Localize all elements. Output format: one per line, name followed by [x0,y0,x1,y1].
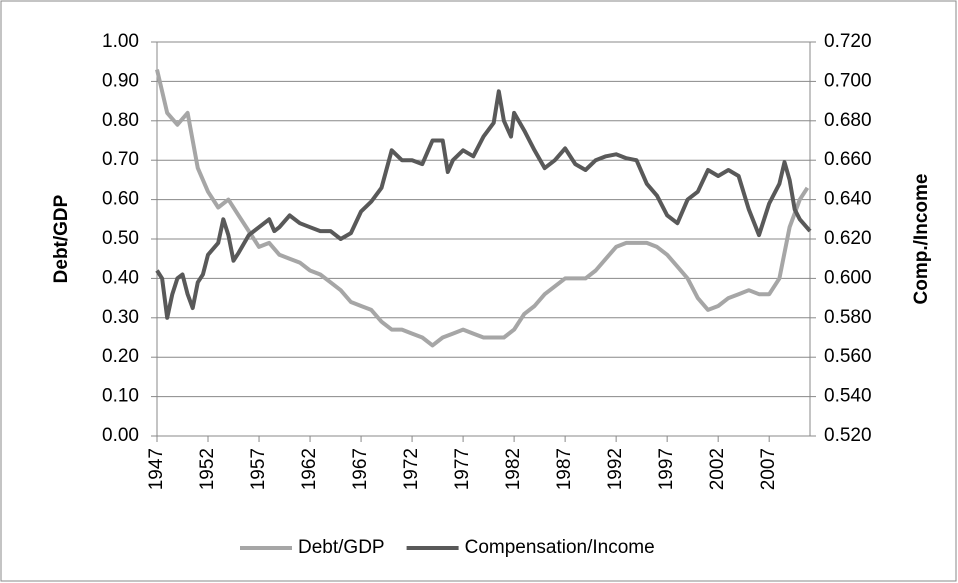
x-tick-label: 1987 [554,448,575,490]
y-tick-label: 0.30 [102,307,139,328]
y2-tick-label: 0.640 [824,189,872,210]
y-tick-label: 0.50 [102,228,139,249]
x-tick-label: 1962 [299,448,320,490]
y-tick-label: 1.00 [102,31,139,52]
y-tick-label: 0.00 [102,425,139,446]
series-line [155,69,810,348]
y-tick-label: 0.20 [102,346,139,367]
legend-label: Debt/GDP [298,537,385,558]
legend-label: Compensation/Income [465,537,655,558]
x-tick-label: 2002 [707,448,728,490]
y-tick-label: 0.40 [102,267,139,288]
y2-tick-label: 0.580 [824,307,872,328]
y-tick-label: 0.10 [102,386,139,407]
y-tick-label: 0.80 [102,110,139,131]
x-tick-label: 2007 [758,448,779,490]
series-line [155,89,812,320]
x-tick-label: 1957 [248,448,269,490]
x-tick-label: 1977 [452,448,473,490]
y-tick-label: 0.90 [102,70,139,91]
y2-tick-label: 0.520 [824,425,872,446]
y2-tick-label: 0.660 [824,149,872,170]
y2-tick-label: 0.680 [824,110,872,131]
y2-tick-label: 0.720 [824,31,872,52]
y2-tick-label: 0.600 [824,267,872,288]
x-tick-label: 1982 [503,448,524,490]
y-axis-title: Debt/GDP [51,194,72,283]
y2-axis-title: Comp./Income [911,174,932,305]
y2-tick-label: 0.700 [824,70,872,91]
x-tick-label: 1947 [146,448,167,490]
y-tick-label: 0.60 [102,189,139,210]
x-tick-label: 1997 [656,448,677,490]
y2-tick-label: 0.560 [824,346,872,367]
y2-tick-label: 0.620 [824,228,872,249]
x-tick-label: 1992 [605,448,626,490]
y2-tick-label: 0.540 [824,386,872,407]
x-tick-label: 1972 [401,448,422,490]
x-tick-label: 1952 [197,448,218,490]
y-tick-label: 0.70 [102,149,139,170]
x-tick-label: 1967 [350,448,371,490]
